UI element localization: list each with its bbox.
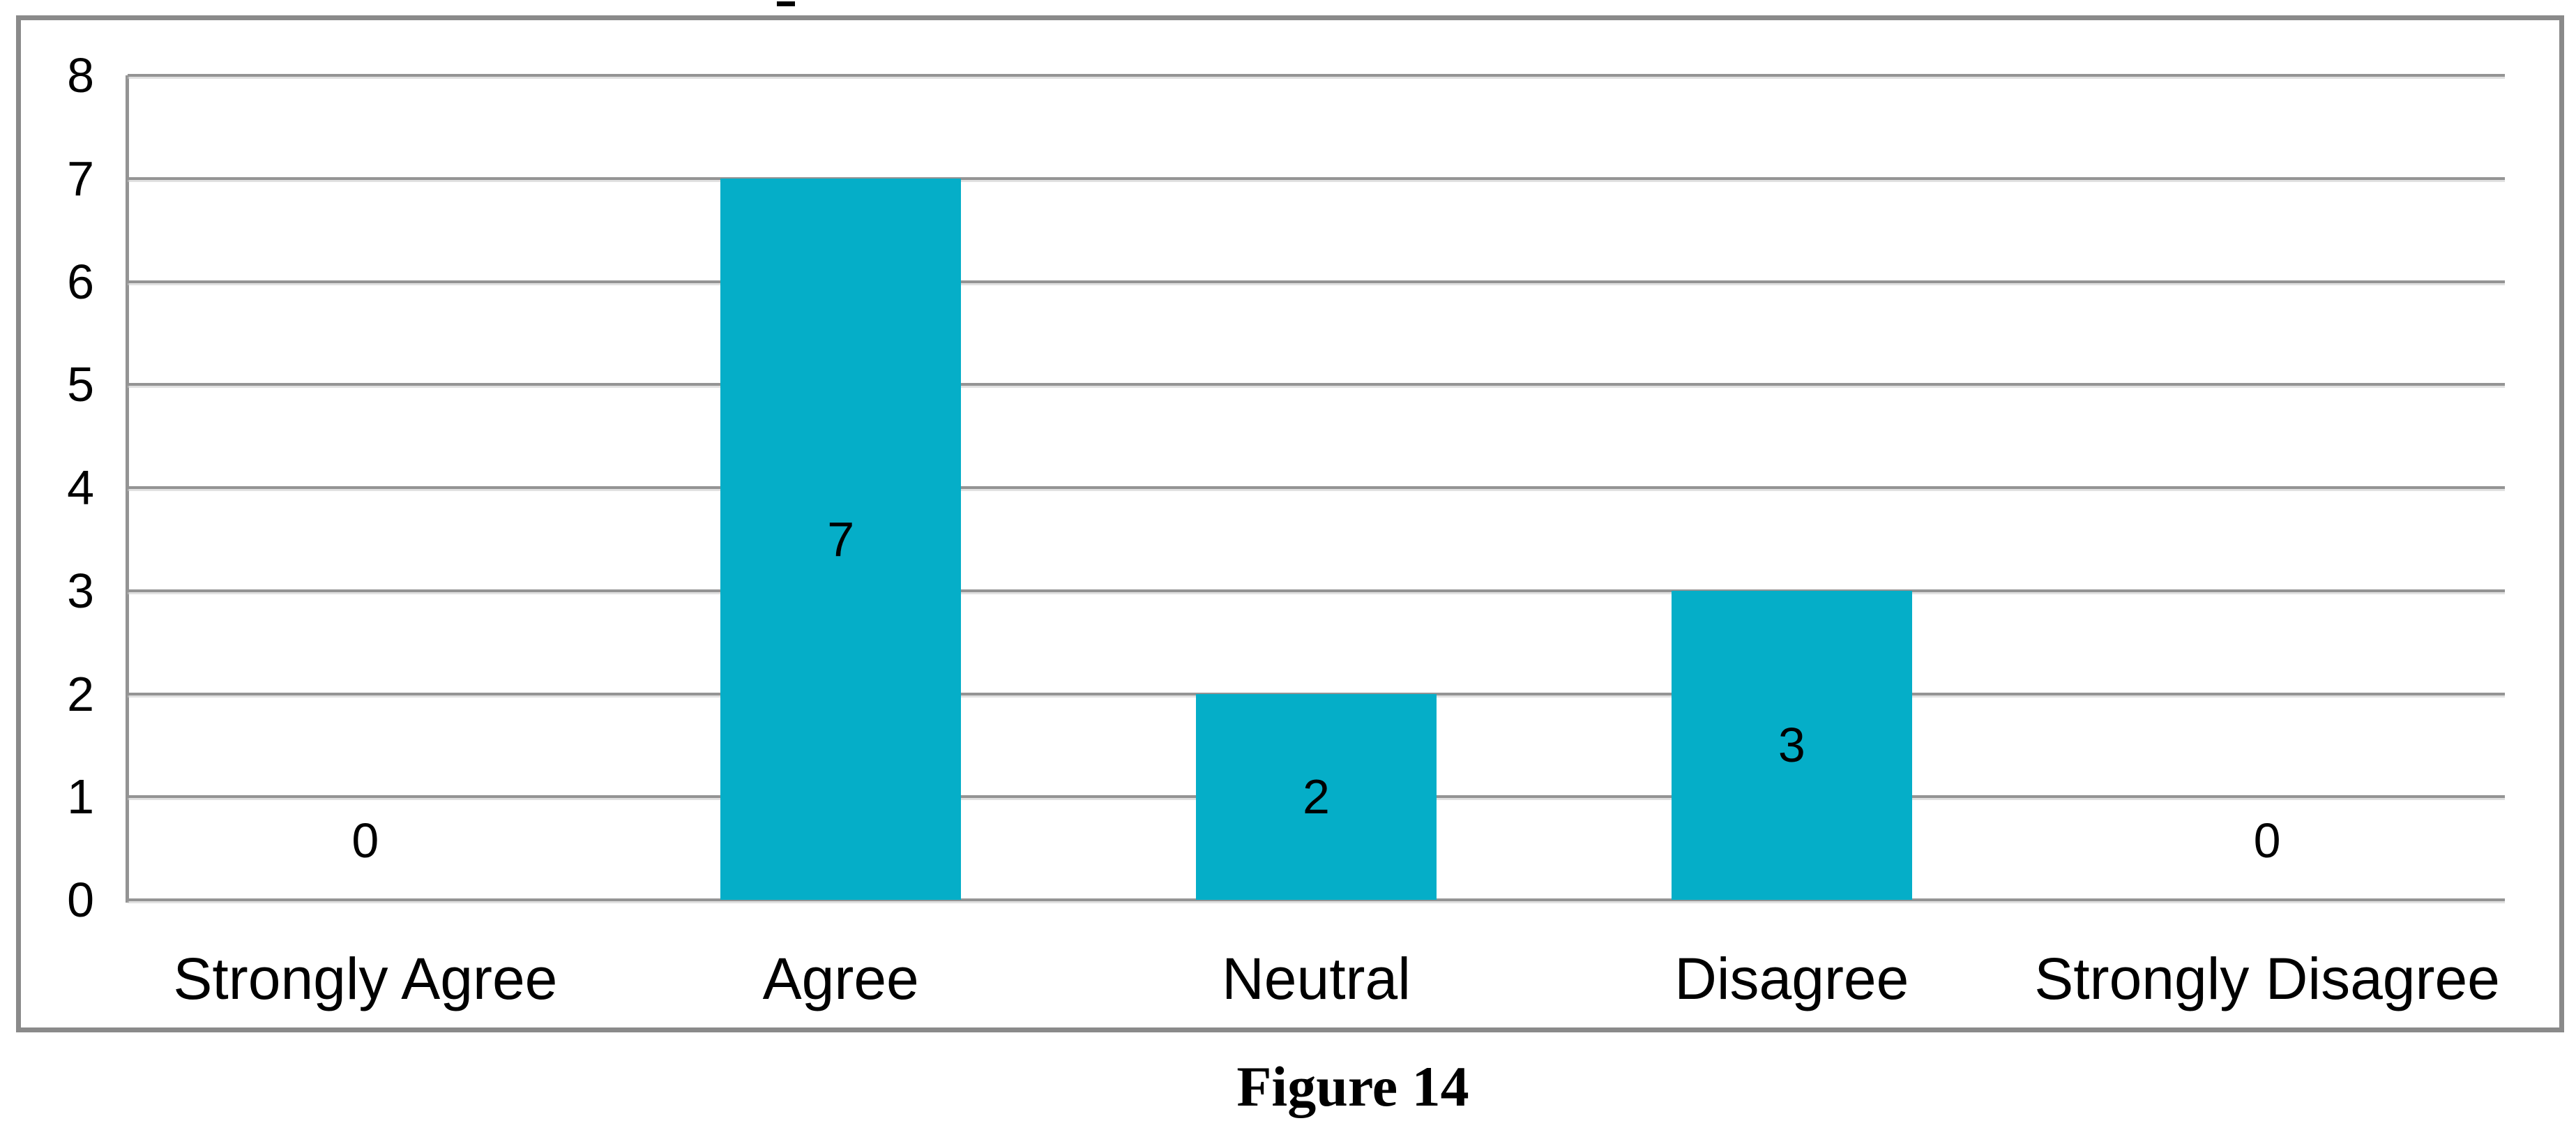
bar (1196, 693, 1437, 900)
y-axis-tick-label: 6 (67, 254, 94, 309)
gridline (128, 589, 2505, 592)
x-category-label: Strongly Agree (173, 946, 558, 1011)
y-axis-tick-label: 7 (67, 151, 94, 206)
bar-value-label: 2 (1303, 769, 1330, 824)
bar-value-label: 3 (1778, 718, 1805, 773)
bar-value-label: 7 (827, 511, 855, 566)
gridline (128, 74, 2505, 77)
x-category-label: Agree (762, 946, 919, 1011)
bar-value-label: 0 (2253, 813, 2281, 868)
y-axis-tick-label: 0 (67, 873, 94, 927)
y-axis-tick-label: 4 (67, 460, 94, 515)
x-category-label: Disagree (1674, 946, 1909, 1011)
y-axis-tick-label: 8 (67, 48, 94, 103)
figure-caption: Figure 14 (1236, 1055, 1469, 1118)
y-axis-line (126, 75, 129, 903)
x-category-label: Neutral (1222, 946, 1411, 1011)
bar-value-label: 0 (351, 813, 379, 868)
bar (720, 178, 962, 900)
gridline (128, 280, 2505, 283)
cropped-title-fragment-icon (777, 1, 795, 6)
y-axis-tick-label: 3 (67, 563, 94, 618)
x-category-label: Strongly Disagree (2034, 946, 2500, 1011)
gridline (128, 898, 2505, 901)
plot-area (128, 74, 2505, 901)
y-axis-tick-label: 1 (67, 769, 94, 824)
gridline (128, 383, 2505, 386)
y-axis-tick-label: 2 (67, 666, 94, 721)
gridline (128, 176, 2505, 180)
bar (1671, 590, 1912, 900)
y-axis-tick-label: 5 (67, 357, 94, 412)
gridline (128, 486, 2505, 489)
